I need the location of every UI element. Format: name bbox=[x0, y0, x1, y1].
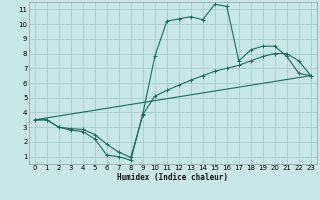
X-axis label: Humidex (Indice chaleur): Humidex (Indice chaleur) bbox=[117, 173, 228, 182]
